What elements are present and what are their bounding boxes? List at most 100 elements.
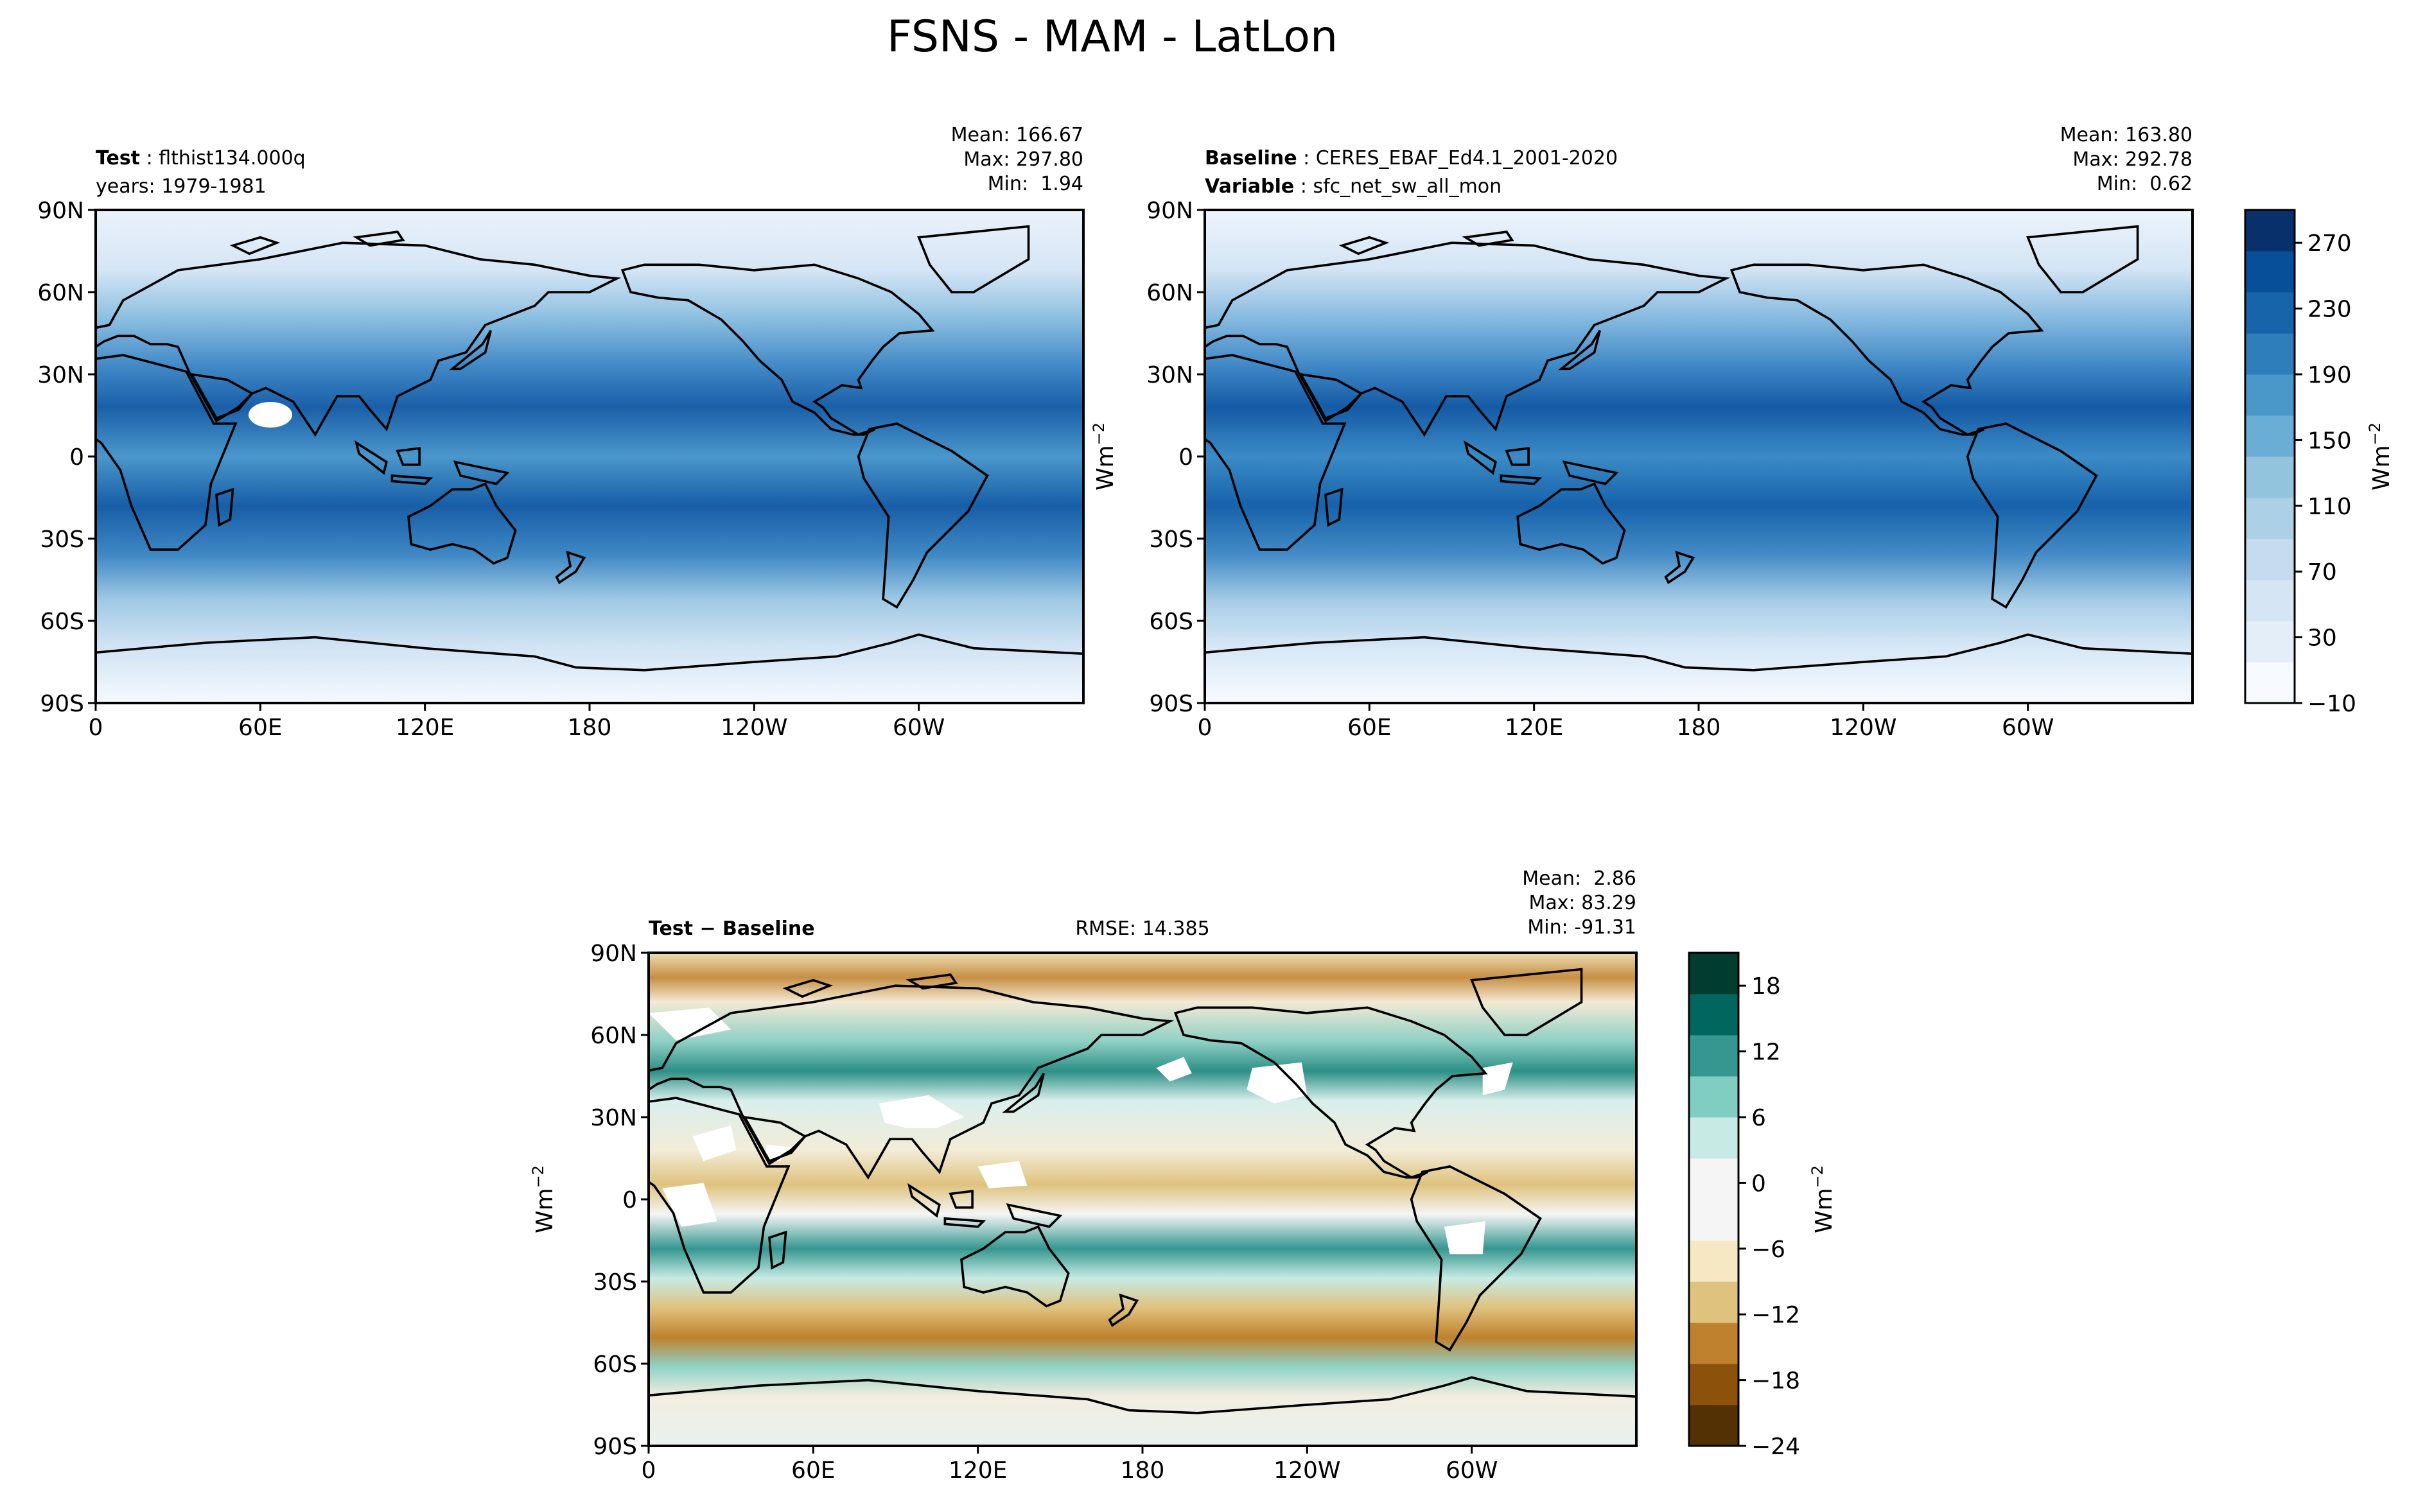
baseline-field	[1205, 210, 2193, 703]
diff-lat-tick-label: 90N	[590, 941, 637, 967]
diff-colorbar-segment	[1689, 1158, 1738, 1200]
diff-colorbar-tick-label: −18	[1751, 1368, 1800, 1395]
test-lon-tick-label: 0	[89, 715, 103, 741]
diff-colorbar-tick-label: 0	[1751, 1170, 1766, 1197]
test-panel: Test : flthist134.000q years: 1979-1981 …	[37, 124, 1085, 741]
diff-colorbar-segment	[1689, 1035, 1738, 1077]
baseline-lat-tick-label: 90N	[1146, 198, 1193, 224]
diff-colorbar-segment	[1689, 1076, 1738, 1118]
main-colorbar-segment	[2245, 292, 2295, 334]
main-colorbar-tick-label: 190	[2307, 362, 2352, 388]
main-colorbar-segment	[2245, 374, 2295, 416]
main-colorbar-segment	[2245, 251, 2295, 293]
diff-colorbar-units: Wm−2	[1808, 1165, 1837, 1233]
diff-colorbar-segment	[1689, 1199, 1738, 1241]
diff-lat-tick-label: 30S	[593, 1269, 637, 1296]
main-colorbar-segment	[2245, 210, 2295, 252]
main-colorbar-tick-label: 30	[2307, 625, 2337, 652]
main-colorbar-segment	[2245, 498, 2295, 539]
baseline-variable: Variable : sfc_net_sw_all_mon	[1205, 175, 1501, 198]
test-header: Test : flthist134.000q	[96, 147, 306, 169]
diff-lat-tick-label: 0	[622, 1187, 637, 1213]
test-lon-tick-label: 60W	[893, 715, 945, 741]
diff-colorbar-tick-label: 6	[1751, 1105, 1766, 1131]
baseline-lon-tick-label: 120E	[1505, 715, 1563, 741]
baseline-stat-min: Min: 0.62	[2097, 173, 2193, 195]
test-lon-tick-label: 180	[568, 715, 612, 741]
diff-colorbar-segment	[1689, 1240, 1738, 1282]
test-field	[96, 210, 1083, 703]
diff-colorbar-segment	[1689, 1323, 1738, 1364]
baseline-lon-tick-label: 180	[1677, 715, 1721, 741]
test-missing-region	[249, 402, 292, 428]
main-colorbar-tick-label: 70	[2307, 559, 2337, 586]
diff-colorbar-tick-label: −6	[1751, 1237, 1785, 1263]
baseline-lon-tick-label: 60E	[1347, 715, 1392, 741]
main-colorbar-segment	[2245, 333, 2295, 375]
diff-lon-tick-label: 120W	[1274, 1457, 1340, 1484]
diff-colorbar-segment	[1689, 1405, 1738, 1447]
baseline-units-label: Wm−2	[1090, 422, 1119, 491]
diff-lon-tick-label: 0	[642, 1457, 656, 1484]
test-lat-tick-label: 30S	[40, 526, 84, 553]
test-lat-tick-label: 90N	[37, 198, 84, 224]
baseline-stat-max: Max: 292.78	[2072, 148, 2193, 171]
main-colorbar-segment	[2245, 621, 2295, 663]
baseline-lat-tick-label: 0	[1178, 444, 1193, 471]
diff-stat-mean: Mean: 2.86	[1522, 867, 1636, 890]
main-colorbar-segment	[2245, 539, 2295, 580]
diff-colorbar-segment	[1689, 1282, 1738, 1323]
main-colorbar-segment	[2245, 456, 2295, 498]
main-colorbar-tick-label: 110	[2307, 494, 2352, 520]
main-colorbar-units: Wm−2	[2366, 422, 2395, 491]
baseline-header-name: CERES_EBAF_Ed4.1_2001-2020	[1316, 147, 1618, 169]
baseline-panel: Baseline : CERES_EBAF_Ed4.1_2001-2020 Va…	[1146, 124, 2194, 741]
baseline-lon-tick-label: 0	[1198, 715, 1212, 741]
diff-lat-tick-label: 60S	[593, 1351, 637, 1378]
main-colorbar-tick-label: 270	[2307, 230, 2352, 257]
baseline-stat-mean: Mean: 163.80	[2060, 124, 2193, 146]
test-lat-tick-label: 60N	[37, 280, 84, 306]
test-stat-max: Max: 297.80	[963, 148, 1083, 171]
baseline-lat-tick-label: 90S	[1149, 691, 1193, 717]
baseline-lat-tick-label: 30N	[1146, 362, 1193, 388]
main-colorbar-segment	[2245, 662, 2295, 704]
test-lon-tick-label: 120E	[396, 715, 454, 741]
diff-colorbar-tick-label: 18	[1751, 973, 1781, 1000]
diff-colorbar-segment	[1689, 1364, 1738, 1405]
baseline-variable-bold: Variable	[1205, 175, 1294, 198]
diff-lon-tick-label: 60E	[791, 1457, 836, 1484]
diff-lat-tick-label: 90S	[593, 1434, 637, 1460]
diff-colorbar-segment	[1689, 953, 1738, 995]
baseline-lat-tick-label: 30S	[1149, 526, 1193, 553]
main-colorbar-tick-label: 230	[2307, 297, 2352, 323]
diff-colorbar-tick-label: −12	[1751, 1302, 1800, 1328]
diff-stat-max: Max: 83.29	[1528, 892, 1636, 914]
diff-units-label: Wm−2	[529, 1165, 558, 1233]
baseline-lat-tick-label: 60S	[1149, 609, 1193, 635]
diff-lat-tick-label: 30N	[590, 1105, 637, 1131]
diff-lon-tick-label: 120E	[949, 1457, 1007, 1484]
main-colorbar-segment	[2245, 580, 2295, 621]
main-colorbar-tick-label: 150	[2307, 428, 2352, 454]
baseline-lon-tick-label: 120W	[1830, 715, 1896, 741]
diff-rmse: RMSE: 14.385	[1075, 917, 1209, 940]
test-lon-tick-label: 120W	[721, 715, 787, 741]
test-lon-tick-label: 60E	[238, 715, 283, 741]
main-colorbar: 270 230 190 150 110 70 30 −10	[2244, 209, 2356, 717]
baseline-lat-tick-label: 60N	[1146, 280, 1193, 306]
diff-colorbar: 18 12 6 0 −6 −12 −18 −24	[1688, 952, 1800, 1460]
test-stat-mean: Mean: 166.67	[951, 124, 1083, 146]
diff-lon-tick-label: 60W	[1446, 1457, 1498, 1484]
main-colorbar-tick-label: −10	[2307, 691, 2356, 717]
baseline-header: Baseline : CERES_EBAF_Ed4.1_2001-2020	[1205, 147, 1618, 169]
diff-lon-tick-label: 180	[1121, 1457, 1165, 1484]
test-years: years: 1979-1981	[96, 175, 267, 198]
main-colorbar-frame	[2244, 209, 2296, 704]
diff-stat-min: Min: -91.31	[1527, 916, 1636, 939]
diff-colorbar-segment	[1689, 994, 1738, 1036]
test-lat-tick-label: 30N	[37, 362, 84, 388]
diff-colorbar-tick-label: 12	[1751, 1039, 1781, 1066]
main-colorbar-segment	[2245, 415, 2295, 457]
test-header-name: flthist134.000q	[159, 147, 306, 169]
